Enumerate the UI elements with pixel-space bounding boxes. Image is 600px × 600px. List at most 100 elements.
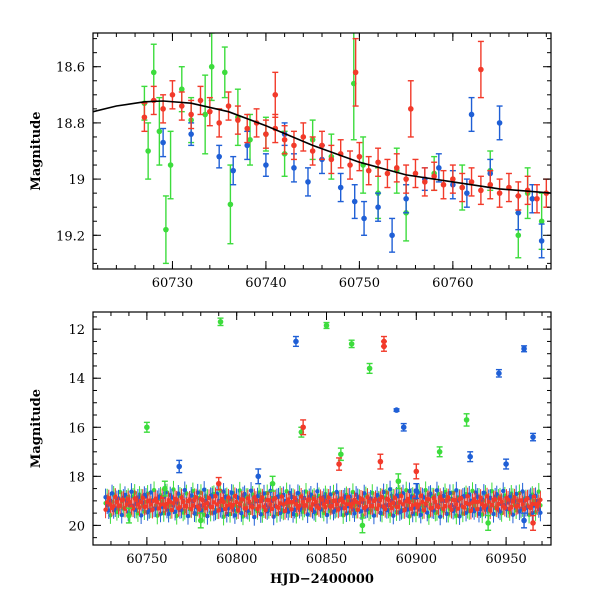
band-point xyxy=(454,502,459,507)
band-point xyxy=(129,489,134,494)
band-point xyxy=(468,508,474,514)
data-point xyxy=(263,162,269,168)
data-point xyxy=(463,417,470,423)
data-point xyxy=(468,111,475,118)
band-point xyxy=(260,495,265,500)
band-point xyxy=(426,514,432,519)
band-point xyxy=(108,513,113,518)
series-green xyxy=(141,33,545,265)
band-point xyxy=(250,505,255,510)
band-point xyxy=(324,499,330,505)
axes-frame xyxy=(92,311,552,546)
band-point xyxy=(373,497,378,502)
band-point xyxy=(109,491,115,496)
band-point xyxy=(336,507,341,512)
band-point xyxy=(135,511,141,516)
band-point xyxy=(344,511,349,516)
plot-area xyxy=(103,317,543,534)
bottom-panel: 60750 60800 60850 60900 60950 12 14 16 18 20 Magni… xyxy=(29,311,552,587)
band-point xyxy=(494,506,499,511)
series-green xyxy=(125,317,492,534)
band-point xyxy=(381,489,386,495)
band-point xyxy=(203,506,208,511)
band-point xyxy=(374,506,380,512)
data-point xyxy=(496,190,503,196)
data-point xyxy=(309,148,316,154)
data-point xyxy=(393,165,400,171)
data-point xyxy=(515,210,522,216)
band-point xyxy=(205,500,210,506)
band-point xyxy=(189,493,194,498)
band-point xyxy=(489,488,495,494)
band-point xyxy=(370,490,375,496)
band-point xyxy=(492,497,498,502)
band-point xyxy=(147,507,152,513)
band-point xyxy=(310,502,315,507)
band-point xyxy=(339,505,344,511)
plot-area xyxy=(93,33,551,265)
data-point xyxy=(202,111,208,118)
band-point xyxy=(518,498,524,503)
band-point xyxy=(423,487,428,493)
data-point xyxy=(351,198,358,205)
band-point xyxy=(324,512,330,518)
data-point xyxy=(530,520,536,526)
band-point xyxy=(119,512,124,518)
band-point xyxy=(491,511,496,517)
data-point xyxy=(281,136,288,143)
band-point xyxy=(426,497,432,502)
band-point xyxy=(484,494,490,499)
band-point xyxy=(355,507,360,513)
data-point xyxy=(247,136,253,143)
band-point xyxy=(365,495,370,500)
band-point xyxy=(155,499,160,505)
band-point xyxy=(313,499,318,505)
band-point xyxy=(315,489,320,494)
band-point xyxy=(400,502,406,507)
band-point xyxy=(421,495,427,500)
data-point xyxy=(319,142,325,149)
data-point xyxy=(412,170,419,177)
band-point xyxy=(111,504,116,509)
band-point xyxy=(271,514,276,519)
band-point xyxy=(478,495,483,500)
band-point xyxy=(114,499,120,505)
data-point xyxy=(534,195,540,202)
y-tick-label: 19 xyxy=(68,173,85,188)
band-point xyxy=(447,490,453,496)
y-tick-label: 18 xyxy=(68,470,85,485)
band-point xyxy=(308,506,314,511)
band-point xyxy=(268,502,273,507)
band-point xyxy=(510,499,516,504)
data-point xyxy=(413,488,420,494)
data-point xyxy=(347,162,353,168)
band-point xyxy=(106,496,112,501)
data-point xyxy=(422,179,428,185)
band-point xyxy=(290,499,296,505)
y-tick-label: 20 xyxy=(68,519,85,534)
band-point xyxy=(287,490,293,496)
band-point xyxy=(363,504,369,510)
data-point xyxy=(230,167,237,174)
band-point xyxy=(362,491,367,496)
band-point xyxy=(248,488,254,493)
band-point xyxy=(387,487,393,492)
data-point xyxy=(352,69,359,76)
data-point xyxy=(197,517,204,524)
band-point xyxy=(237,501,242,507)
data-point xyxy=(478,187,484,194)
band-point xyxy=(187,497,192,502)
band-point xyxy=(531,494,537,499)
band-point xyxy=(242,491,247,497)
band-point xyxy=(221,499,226,505)
band-point xyxy=(174,513,179,519)
band-point xyxy=(117,503,123,508)
data-point xyxy=(156,128,163,135)
data-point xyxy=(323,322,330,329)
data-point xyxy=(375,159,381,166)
band-point xyxy=(342,506,348,511)
band-point xyxy=(391,500,396,506)
band-point xyxy=(122,492,128,498)
band-point xyxy=(339,496,344,501)
data-point xyxy=(521,517,527,524)
